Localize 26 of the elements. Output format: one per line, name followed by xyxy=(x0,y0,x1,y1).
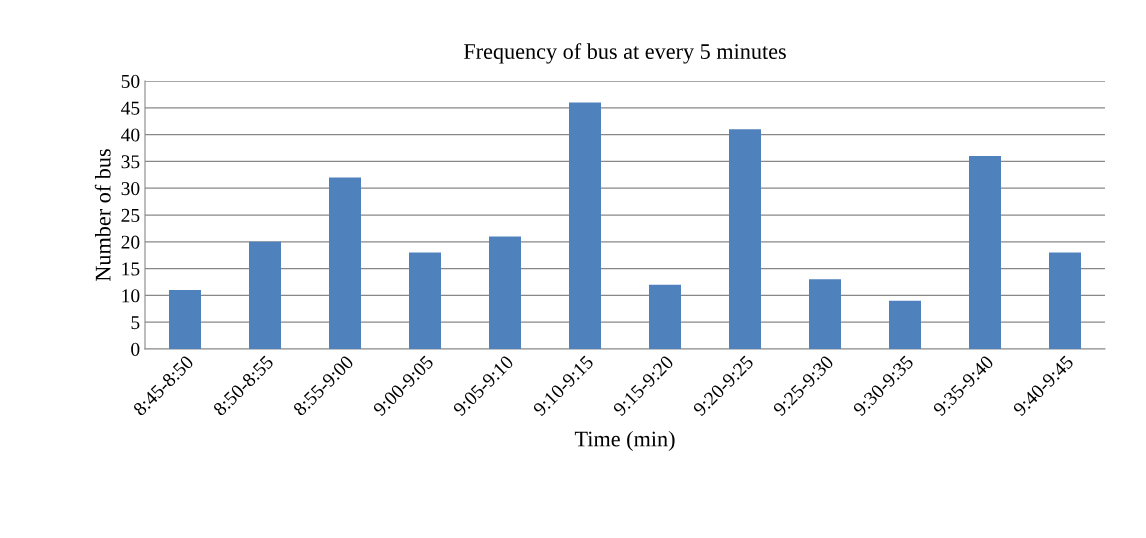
y-tick-label: 10 xyxy=(122,289,140,303)
y-tick-label: 5 xyxy=(131,316,140,330)
bar xyxy=(569,102,601,349)
y-tick-label: 50 xyxy=(121,74,140,88)
y-tick-label: 20 xyxy=(121,235,140,249)
y-tick-label: 25 xyxy=(121,208,140,222)
bar xyxy=(969,156,1001,349)
bar xyxy=(409,252,441,349)
bar xyxy=(489,236,521,349)
bar xyxy=(889,300,921,349)
bar xyxy=(649,284,681,349)
bar xyxy=(1049,252,1081,349)
y-tick-label: 30 xyxy=(121,182,140,196)
bar xyxy=(169,290,201,349)
chart-title: Frequency of bus at every 5 minutes xyxy=(463,43,786,64)
y-tick-label: 40 xyxy=(121,128,140,142)
bar xyxy=(329,177,361,349)
x-axis-title: Time (min) xyxy=(574,430,675,452)
bar xyxy=(249,241,281,349)
y-tick-label: 15 xyxy=(122,262,140,276)
y-tick-label: 45 xyxy=(121,101,140,115)
y-axis-title: Number of bus xyxy=(94,149,111,282)
y-tick-label: 35 xyxy=(121,155,140,169)
bar xyxy=(809,279,841,349)
y-tick-label: 0 xyxy=(131,342,140,356)
bar xyxy=(729,129,761,349)
